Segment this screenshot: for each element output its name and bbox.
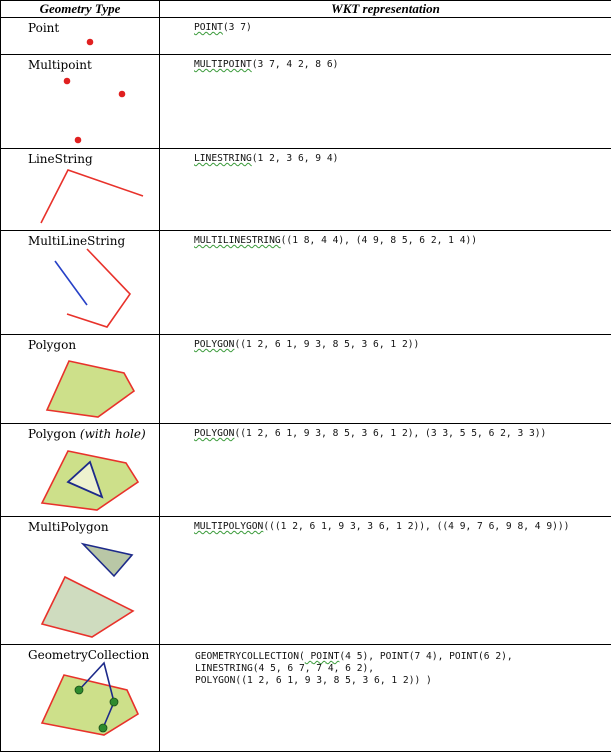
geometry-cell: MultiPolygon (0, 516, 160, 645)
geometry-type-label: Point (28, 21, 60, 35)
wkt-text: POINT(3 7) (194, 22, 252, 33)
polygon-with-hole-illustration (40, 450, 140, 511)
linestring-illustration (40, 169, 144, 224)
multilinestring-illustration (54, 248, 132, 328)
wkt-keyword: MULTIPOINT (194, 59, 252, 70)
point-illustration (86, 38, 94, 46)
linestring-blue (54, 260, 88, 306)
row-multipoint: Multipoint MULTIPOINT(3 7, 4 2, 8 6) (0, 54, 611, 149)
geometry-type-label: Polygon (with hole) (28, 427, 146, 441)
row-polygon-with-hole: Polygon (with hole) POLYGON((1 2, 6 1, 9… (0, 423, 611, 517)
row-polygon: Polygon POLYGON((1 2, 6 1, 9 3, 8 5, 3 6… (0, 334, 611, 424)
geometry-type-label: GeometryCollection (28, 648, 150, 662)
geometry-cell: Polygon (with hole) (0, 423, 160, 517)
row-point: Point POINT(3 7) (0, 17, 611, 55)
wkt-cell: MULTILINESTRING((1 8, 4 4), (4 9, 8 5, 6… (159, 230, 611, 335)
linestring-red (66, 248, 132, 328)
wkt-cell: LINESTRING(1 2, 3 6, 9 4) (159, 148, 611, 231)
row-multipolygon: MultiPolygon MULTIPOLYGON(((1 2, 6 1, 9 … (0, 516, 611, 645)
polygon-triangle (80, 542, 134, 578)
point-marker (86, 38, 94, 46)
wkt-cell: MULTIPOINT(3 7, 4 2, 8 6) (159, 54, 611, 149)
polygon-shape (40, 674, 140, 736)
wkt-text: MULTIPOINT(3 7, 4 2, 8 6) (194, 59, 339, 70)
wkt-keyword: LINESTRING (194, 153, 252, 164)
geometry-cell: GeometryCollection (0, 644, 160, 752)
wkt-cell: POINT(3 7) (159, 17, 611, 55)
wkt-cell: POLYGON((1 2, 6 1, 9 3, 8 5, 3 6, 1 2), … (159, 423, 611, 517)
wkt-keyword: POLYGON (194, 428, 235, 439)
wkt-cell: POLYGON((1 2, 6 1, 9 3, 8 5, 3 6, 1 2)) (159, 334, 611, 424)
linestring-path (78, 661, 115, 729)
wkt-cell: MULTIPOLYGON(((1 2, 6 1, 9 3, 3 6, 1 2))… (159, 516, 611, 645)
point-marker (74, 685, 84, 695)
wkt-text: LINESTRING(1 2, 3 6, 9 4) (194, 153, 339, 164)
point-marker (109, 697, 119, 707)
row-multilinestring: MultiLineString MULTILINESTRING((1 8, 4 … (0, 230, 611, 335)
wkt-text: MULTILINESTRING((1 8, 4 4), (4 9, 8 5, 6… (194, 235, 478, 246)
geometry-cell: Polygon (0, 334, 160, 424)
type-note: (with hole) (79, 427, 146, 441)
geometry-cell: Point (0, 17, 160, 55)
wkt-keyword: POLYGON (194, 339, 235, 350)
point-marker (118, 90, 126, 98)
wkt-cell: GEOMETRYCOLLECTION( POINT(4 5), POINT(7 … (159, 644, 611, 752)
wkt-text: MULTIPOLYGON(((1 2, 6 1, 9 3, 3 6, 1 2))… (194, 521, 570, 532)
point-marker (98, 723, 108, 733)
geometry-type-label: MultiLineString (28, 234, 126, 248)
multipoint-illustration (63, 77, 126, 144)
wkt-keyword: MULTILINESTRING (194, 235, 281, 246)
multipolygon-illustration (40, 542, 135, 638)
row-geometrycollection: GeometryCollection GEOMETRYCOLLECTION( P… (0, 644, 611, 752)
geometry-cell: Multipoint (0, 54, 160, 149)
linestring-path (40, 169, 144, 224)
polygon-illustration (45, 360, 136, 418)
point-marker (63, 77, 71, 85)
geometry-type-label: Polygon (28, 338, 77, 352)
wkt-text: GEOMETRYCOLLECTION( POINT(4 5), POINT(7 … (195, 651, 513, 686)
geometrycollection-illustration (40, 661, 140, 736)
geometry-type-label: Multipoint (28, 58, 92, 72)
wkt-keyword: POINT (194, 22, 223, 33)
wkt-keyword: POINT (304, 651, 340, 662)
polygon-shape (45, 360, 136, 418)
header-row: Geometry Type WKT representation (0, 0, 611, 18)
row-linestring: LineString LINESTRING(1 2, 3 6, 9 4) (0, 148, 611, 231)
wkt-keyword: MULTIPOLYGON (194, 521, 264, 532)
geometry-type-label: MultiPolygon (28, 520, 109, 534)
geometry-cell: MultiLineString (0, 230, 160, 335)
header-wkt-representation: WKT representation (159, 0, 611, 18)
wkt-text: POLYGON((1 2, 6 1, 9 3, 8 5, 3 6, 1 2), … (194, 428, 547, 439)
geometry-cell: LineString (0, 148, 160, 231)
polygon-quad (40, 575, 135, 638)
geometry-type-label: LineString (28, 152, 93, 166)
polygon-hole (66, 460, 104, 499)
wkt-text: POLYGON((1 2, 6 1, 9 3, 8 5, 3 6, 1 2)) (194, 339, 420, 350)
header-geometry-type: Geometry Type (0, 0, 160, 18)
point-marker (74, 136, 82, 144)
